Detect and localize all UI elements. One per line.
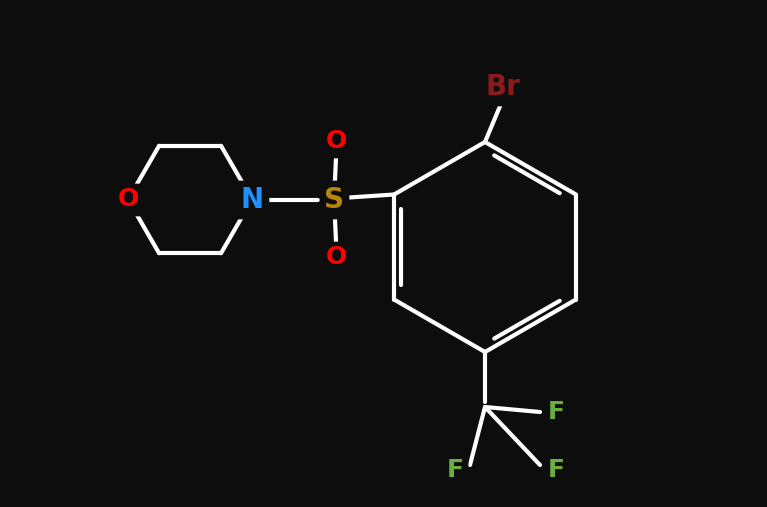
Text: F: F <box>548 400 565 424</box>
Text: S: S <box>324 186 344 213</box>
Text: F: F <box>548 400 565 424</box>
Text: O: O <box>117 188 139 211</box>
Text: F: F <box>446 458 463 482</box>
Text: O: O <box>325 245 347 270</box>
Text: F: F <box>446 458 463 482</box>
Text: N: N <box>241 186 264 213</box>
Text: O: O <box>325 245 347 270</box>
Text: O: O <box>117 188 139 211</box>
Text: O: O <box>325 129 347 154</box>
Text: Br: Br <box>486 73 521 101</box>
Text: F: F <box>548 458 565 482</box>
Text: O: O <box>325 129 347 154</box>
Text: N: N <box>241 186 264 213</box>
Text: S: S <box>324 186 344 213</box>
Text: F: F <box>548 458 565 482</box>
Text: Br: Br <box>486 73 521 101</box>
